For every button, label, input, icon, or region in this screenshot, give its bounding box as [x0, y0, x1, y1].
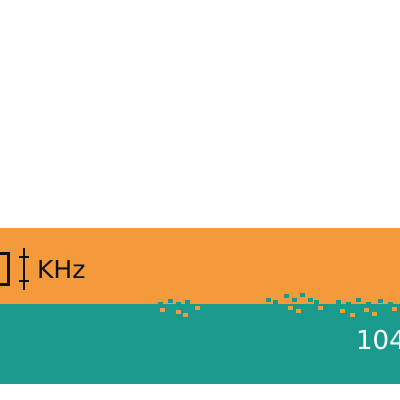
frequency-cursor-icon[interactable] — [19, 248, 29, 290]
band-value: 104 — [356, 326, 400, 356]
teal-band — [0, 304, 400, 384]
frequency-unit: KHz — [37, 254, 86, 284]
orange-band — [0, 228, 400, 304]
empty-area — [0, 0, 400, 228]
frequency-digit — [0, 252, 11, 286]
frequency-readout: KHz — [0, 248, 85, 290]
bottom-margin — [0, 384, 400, 400]
